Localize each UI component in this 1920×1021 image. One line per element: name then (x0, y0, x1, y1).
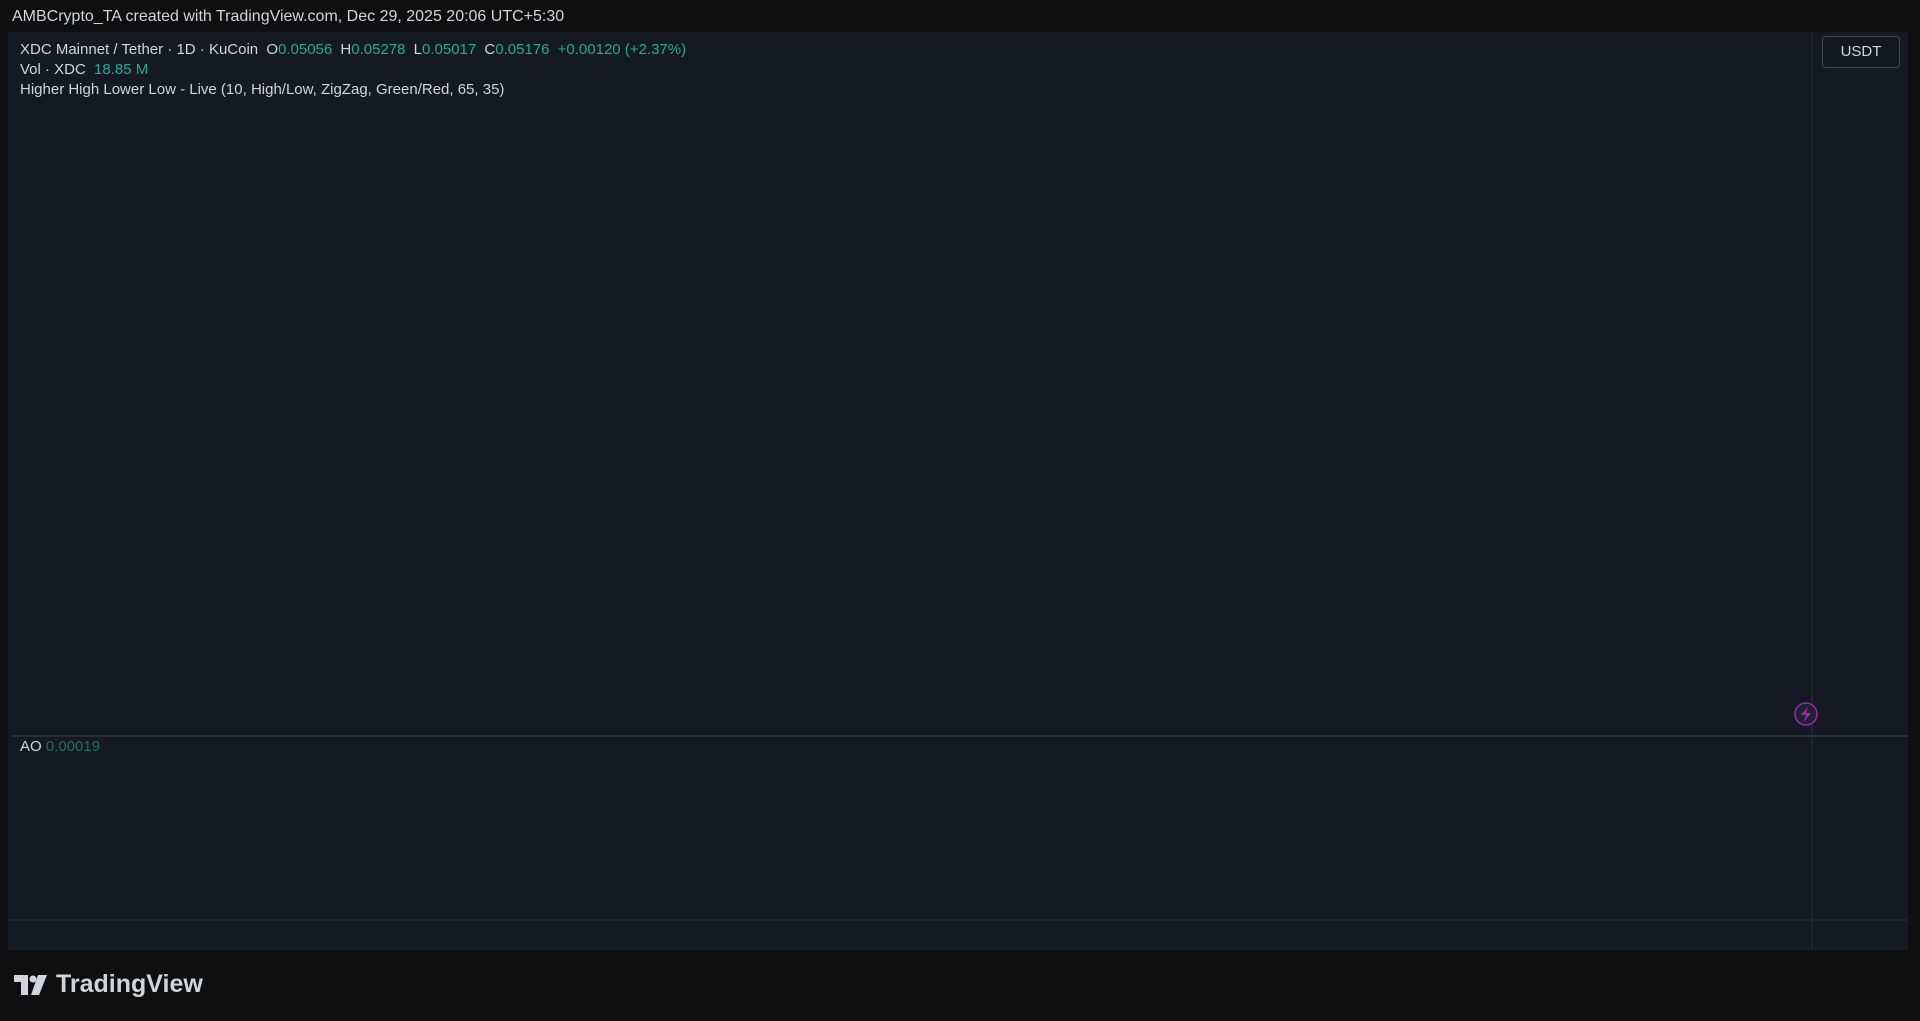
l-value: 0.05017 (422, 41, 477, 58)
legend-row: Vol · XDC 18.85 M (20, 60, 690, 80)
o-key: O (266, 41, 278, 58)
h-key: H (340, 41, 352, 58)
vol-name: Vol · XDC (20, 61, 86, 78)
logo-text: TradingView (56, 970, 203, 998)
indicator: Higher High Lower Low - Live (10, High/L… (20, 81, 505, 98)
legend: XDC Mainnet / Tether · 1D · KuCoin O0.05… (20, 40, 690, 100)
change: +0.00120 (+2.37%) (557, 41, 687, 58)
chart-background (8, 32, 1908, 950)
credit: AMBCrypto_TA created with TradingView.co… (12, 8, 565, 25)
ao-value: 0.00019 (45, 738, 101, 755)
alert-bolt (1801, 706, 1811, 722)
legend-row: Higher High Lower Low - Live (10, High/L… (20, 80, 690, 100)
h-value: 0.05278 (351, 41, 406, 58)
logo-icon (14, 974, 47, 995)
ao-name: AO (20, 738, 42, 755)
c-value: 0.05176 (495, 41, 550, 58)
symbol: XDC Mainnet / Tether · 1D · KuCoin (20, 41, 259, 58)
currency-button[interactable]: USDT (1822, 36, 1900, 68)
logo: TradingView (14, 970, 203, 999)
c-key: C (484, 41, 496, 58)
o-value: 0.05056 (278, 41, 333, 58)
legend-row: XDC Mainnet / Tether · 1D · KuCoin O0.05… (20, 40, 690, 60)
vol-value: 18.85 M (94, 61, 149, 78)
l-key: L (413, 41, 422, 58)
ao-legend: AO 0.00019 (20, 738, 100, 755)
